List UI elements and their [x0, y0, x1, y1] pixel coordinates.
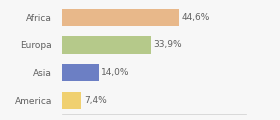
Bar — [62, 36, 151, 54]
Text: 44,6%: 44,6% — [182, 13, 210, 22]
Bar — [62, 64, 99, 81]
Bar — [62, 9, 179, 26]
Bar — [62, 92, 81, 109]
Text: 7,4%: 7,4% — [84, 96, 106, 105]
Text: 33,9%: 33,9% — [154, 41, 182, 49]
Text: 14,0%: 14,0% — [101, 68, 130, 77]
